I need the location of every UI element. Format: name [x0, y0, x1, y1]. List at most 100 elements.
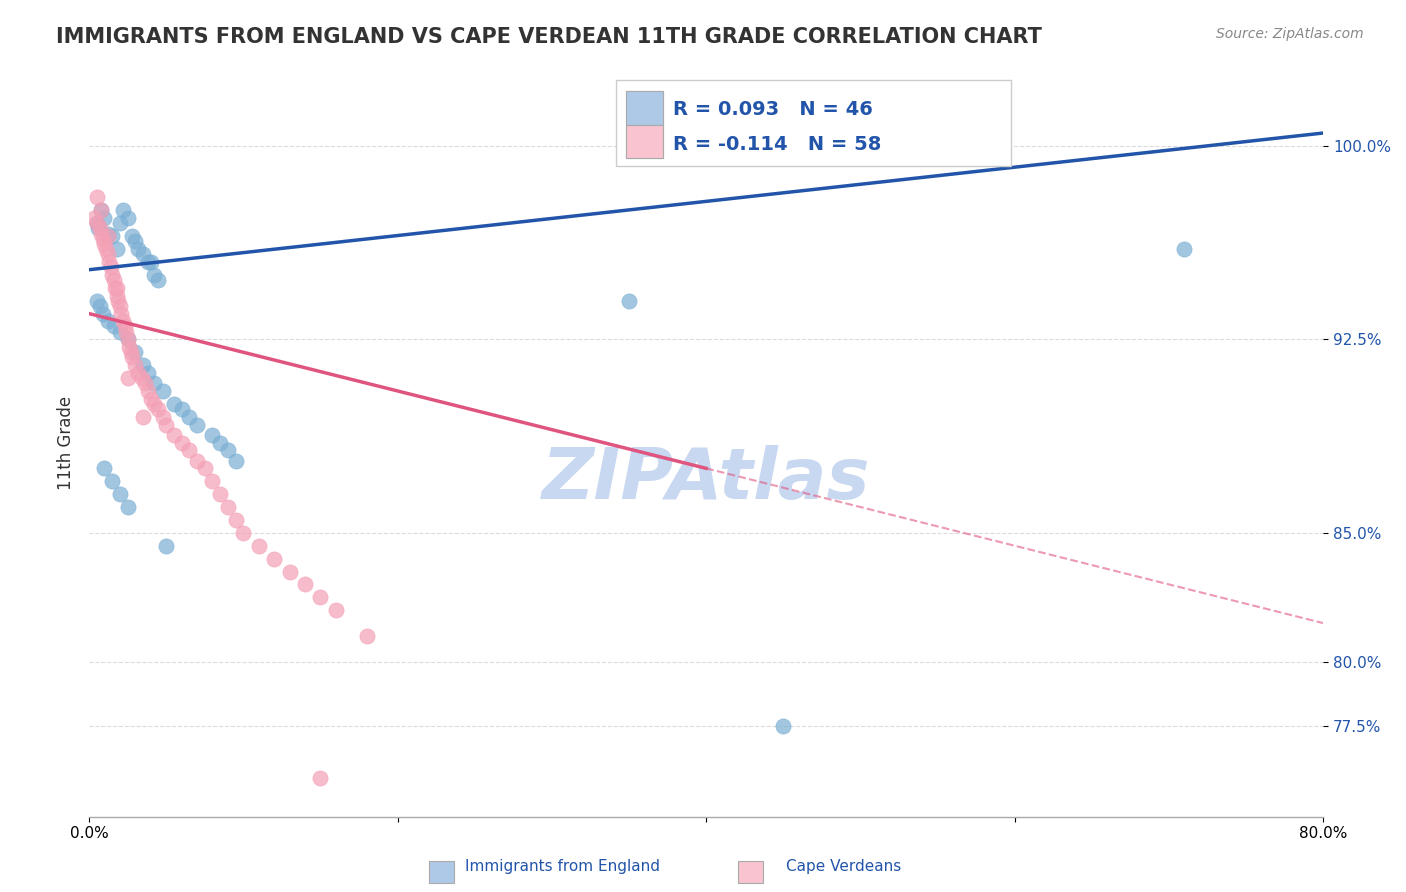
Point: [83, 211, 105, 226]
Point: [170, 402, 193, 417]
Point: [117, 332, 139, 346]
Point: [163, 397, 186, 411]
Point: [90, 227, 112, 241]
Point: [97, 229, 120, 244]
Point: [127, 366, 149, 380]
Point: [104, 281, 127, 295]
Point: [107, 293, 129, 308]
Point: [103, 273, 125, 287]
Point: [93, 236, 115, 251]
Point: [148, 402, 170, 417]
Point: [309, 771, 332, 785]
Point: [97, 227, 120, 241]
Point: [90, 203, 112, 218]
Point: [111, 314, 134, 328]
Point: [132, 247, 155, 261]
Point: [110, 307, 132, 321]
Point: [132, 409, 155, 424]
Point: [136, 255, 159, 269]
FancyBboxPatch shape: [626, 125, 664, 158]
Point: [108, 487, 131, 501]
Point: [93, 461, 115, 475]
Point: [131, 371, 153, 385]
Point: [136, 384, 159, 398]
Point: [1173, 242, 1195, 256]
Point: [89, 299, 111, 313]
Point: [142, 397, 165, 411]
Point: [105, 242, 128, 256]
Text: Cape Verdeans: Cape Verdeans: [786, 859, 901, 874]
Point: [155, 539, 177, 553]
Point: [142, 376, 165, 391]
Point: [124, 358, 146, 372]
Point: [105, 281, 128, 295]
Point: [108, 216, 131, 230]
Point: [217, 500, 239, 514]
Point: [617, 293, 640, 308]
Point: [108, 299, 131, 313]
Point: [98, 255, 121, 269]
Point: [97, 314, 120, 328]
Point: [186, 453, 208, 467]
Point: [179, 443, 201, 458]
Point: [114, 319, 136, 334]
Point: [111, 203, 134, 218]
Point: [186, 417, 208, 432]
Point: [309, 591, 332, 605]
Point: [89, 221, 111, 235]
Point: [232, 525, 254, 540]
Point: [170, 435, 193, 450]
Point: [134, 376, 156, 391]
Point: [148, 273, 170, 287]
Point: [86, 190, 108, 204]
Point: [152, 384, 174, 398]
Point: [163, 427, 186, 442]
Point: [115, 325, 138, 339]
Point: [294, 577, 316, 591]
Point: [179, 409, 201, 424]
Point: [101, 475, 124, 489]
Point: [86, 293, 108, 308]
Point: [103, 319, 125, 334]
Point: [87, 221, 110, 235]
Point: [121, 229, 143, 244]
Point: [278, 565, 301, 579]
Point: [91, 307, 114, 321]
Point: [136, 366, 159, 380]
Point: [225, 513, 247, 527]
Point: [90, 203, 112, 218]
Point: [101, 229, 124, 244]
Point: [93, 211, 115, 226]
Point: [100, 260, 122, 274]
Point: [124, 345, 146, 359]
Text: Source: ZipAtlas.com: Source: ZipAtlas.com: [1216, 27, 1364, 41]
Point: [132, 358, 155, 372]
Point: [209, 435, 232, 450]
Point: [201, 475, 224, 489]
Point: [225, 453, 247, 467]
FancyBboxPatch shape: [626, 91, 664, 125]
Point: [152, 409, 174, 424]
Point: [86, 216, 108, 230]
Point: [325, 603, 347, 617]
Point: [139, 392, 162, 406]
Point: [139, 255, 162, 269]
Y-axis label: 11th Grade: 11th Grade: [58, 395, 75, 490]
Point: [97, 247, 120, 261]
Point: [127, 242, 149, 256]
Point: [142, 268, 165, 282]
Point: [356, 629, 378, 643]
Point: [94, 242, 117, 256]
Text: ZIPAtlas: ZIPAtlas: [541, 445, 870, 515]
Point: [247, 539, 270, 553]
Point: [117, 500, 139, 514]
Point: [86, 216, 108, 230]
Point: [120, 345, 142, 359]
Point: [194, 461, 217, 475]
Point: [124, 235, 146, 249]
Point: [118, 340, 141, 354]
Point: [772, 719, 794, 733]
Point: [117, 211, 139, 226]
Point: [263, 551, 285, 566]
Point: [117, 332, 139, 346]
